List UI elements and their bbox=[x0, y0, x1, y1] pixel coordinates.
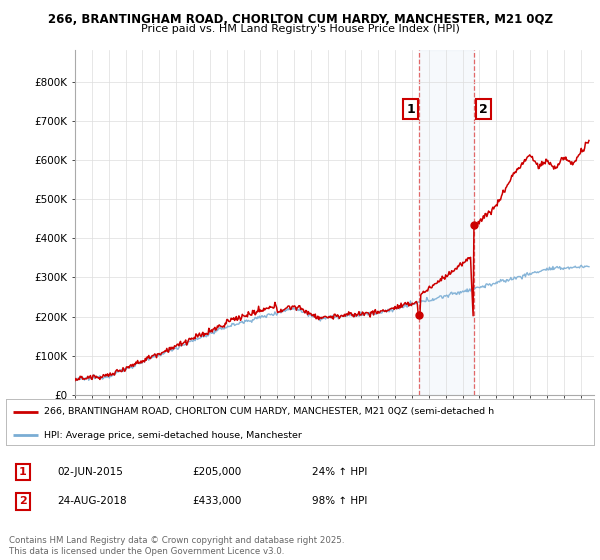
Text: 1: 1 bbox=[406, 102, 415, 115]
Text: HPI: Average price, semi-detached house, Manchester: HPI: Average price, semi-detached house,… bbox=[44, 431, 302, 440]
Text: 1: 1 bbox=[19, 467, 26, 477]
Text: 02-JUN-2015: 02-JUN-2015 bbox=[57, 467, 123, 477]
Text: £205,000: £205,000 bbox=[192, 467, 241, 477]
Text: 2: 2 bbox=[19, 496, 26, 506]
Text: 2: 2 bbox=[479, 102, 488, 115]
Text: £433,000: £433,000 bbox=[192, 496, 241, 506]
Text: 266, BRANTINGHAM ROAD, CHORLTON CUM HARDY, MANCHESTER, M21 0QZ: 266, BRANTINGHAM ROAD, CHORLTON CUM HARD… bbox=[47, 13, 553, 26]
Text: 98% ↑ HPI: 98% ↑ HPI bbox=[312, 496, 367, 506]
Text: Price paid vs. HM Land Registry's House Price Index (HPI): Price paid vs. HM Land Registry's House … bbox=[140, 24, 460, 34]
Text: 24% ↑ HPI: 24% ↑ HPI bbox=[312, 467, 367, 477]
Bar bbox=[419, 50, 473, 395]
Text: Contains HM Land Registry data © Crown copyright and database right 2025.
This d: Contains HM Land Registry data © Crown c… bbox=[9, 536, 344, 556]
Text: 24-AUG-2018: 24-AUG-2018 bbox=[57, 496, 127, 506]
Text: 266, BRANTINGHAM ROAD, CHORLTON CUM HARDY, MANCHESTER, M21 0QZ (semi-detached h: 266, BRANTINGHAM ROAD, CHORLTON CUM HARD… bbox=[44, 407, 494, 416]
